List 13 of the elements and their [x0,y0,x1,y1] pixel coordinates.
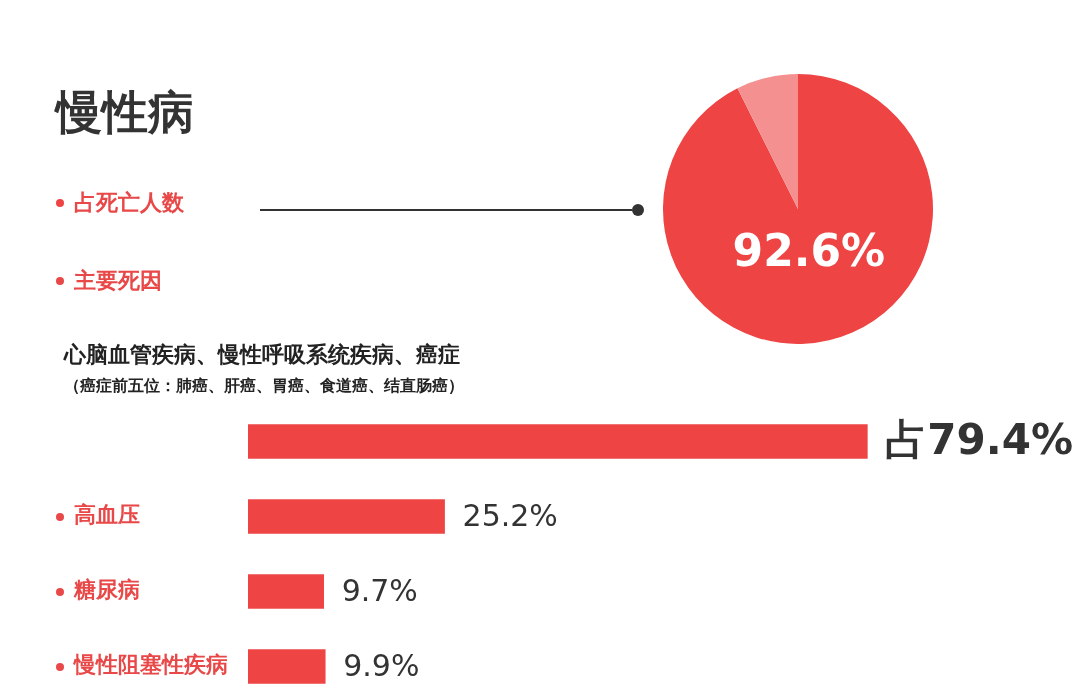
data-label: 9.7% [341,573,418,609]
category-label: 糖尿病 [74,577,140,603]
data-label: 占79.4% [885,415,1074,465]
data-label: 92.6% [732,225,886,277]
text: （癌症前五位：肺癌、肝癌、胃癌、食道癌、结直肠癌） [64,375,464,395]
category-label: 慢性阻塞性疾病 [74,652,228,678]
data-label: 25.2% [462,498,558,534]
category-label: 高血压 [74,502,140,528]
data-label: 9.9% [343,648,420,684]
chart-title: 慢性病 [56,84,194,141]
legend-label: 占死亡人数 [74,189,184,217]
chart-subtitle: 主要死因 [74,267,162,295]
category-label: 心脑血管疾病、慢性呼吸系统疾病、癌症 [64,342,460,368]
